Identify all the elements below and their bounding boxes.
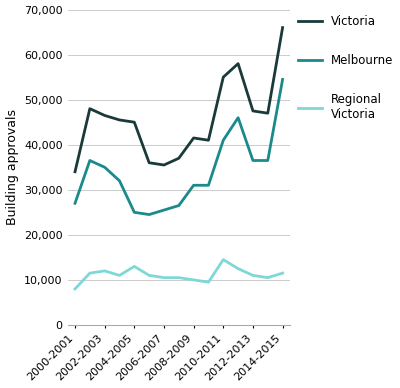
Victoria [88,106,92,111]
Regional
Victoria [73,287,78,291]
Victoria [117,118,122,122]
Regional
Victoria [176,275,181,280]
Melbourne [280,77,285,82]
Melbourne [265,158,270,163]
Melbourne [236,115,240,120]
Melbourne [206,183,211,188]
Melbourne [88,158,92,163]
Regional
Victoria [102,268,107,273]
Melbourne [147,212,152,217]
Victoria [236,61,240,66]
Regional
Victoria [162,275,166,280]
Victoria [176,156,181,161]
Regional
Victoria [265,275,270,280]
Victoria [206,138,211,142]
Regional
Victoria [280,271,285,275]
Victoria [191,136,196,140]
Melbourne [162,208,166,212]
Regional
Victoria [236,266,240,271]
Melbourne [102,165,107,170]
Victoria [250,109,255,113]
Victoria [147,160,152,165]
Melbourne [117,178,122,183]
Legend: Victoria, Melbourne, Regional
Victoria: Victoria, Melbourne, Regional Victoria [298,16,394,121]
Line: Victoria: Victoria [75,28,282,172]
Melbourne [73,201,78,206]
Regional
Victoria [88,271,92,275]
Victoria [102,113,107,118]
Melbourne [191,183,196,188]
Line: Regional
Victoria: Regional Victoria [75,260,282,289]
Regional
Victoria [147,273,152,278]
Melbourne [176,203,181,208]
Victoria [132,120,137,125]
Melbourne [132,210,137,215]
Victoria [265,111,270,116]
Melbourne [221,138,226,142]
Regional
Victoria [206,280,211,284]
Victoria [280,25,285,30]
Victoria [162,163,166,167]
Regional
Victoria [117,273,122,278]
Melbourne [250,158,255,163]
Line: Melbourne: Melbourne [75,80,282,215]
Victoria [221,75,226,80]
Regional
Victoria [132,264,137,269]
Victoria [73,170,78,174]
Regional
Victoria [221,257,226,262]
Y-axis label: Building approvals: Building approvals [6,109,18,225]
Regional
Victoria [250,273,255,278]
Regional
Victoria [191,277,196,282]
